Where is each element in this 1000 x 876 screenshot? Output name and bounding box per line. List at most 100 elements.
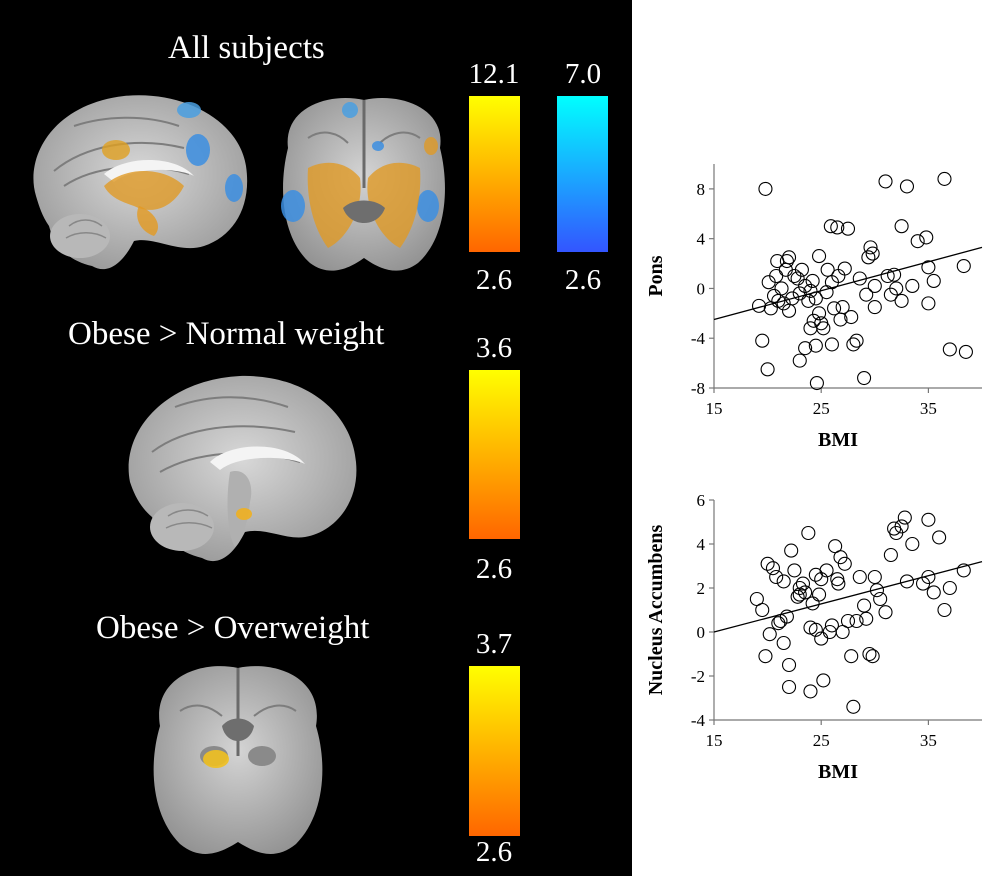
- data-point: [942, 580, 957, 596]
- data-point: [751, 298, 767, 313]
- brain-images-panel: All subjects: [0, 0, 632, 876]
- data-point: [762, 627, 777, 642]
- data-point: [781, 250, 797, 265]
- data-point: [910, 234, 925, 249]
- sagittal-brain-obese-vs-normal: [128, 375, 357, 562]
- data-point: [776, 296, 791, 311]
- colorbar-max-label: 12.1: [468, 58, 520, 90]
- data-point: [880, 268, 895, 284]
- data-point: [790, 589, 805, 604]
- data-point: [956, 563, 971, 578]
- data-point: [837, 556, 852, 571]
- all-subjects-title: All subjects: [168, 30, 325, 66]
- data-point: [760, 556, 775, 571]
- data-point: [859, 611, 874, 626]
- data-point: [765, 561, 781, 576]
- data-point: [805, 273, 820, 289]
- data-point: [878, 174, 893, 189]
- data-point: [956, 258, 971, 274]
- data-point: [867, 569, 882, 585]
- data-point: [808, 622, 823, 637]
- colorbar-all-subjects-cool: [557, 96, 608, 252]
- data-point: [921, 512, 936, 527]
- data-point: [781, 657, 797, 673]
- data-point: [766, 288, 782, 303]
- data-point: [905, 536, 920, 552]
- data-point: [794, 262, 809, 277]
- data-point: [894, 519, 909, 534]
- data-point: [819, 563, 834, 578]
- colorbar-all-subjects-warm: [469, 96, 520, 252]
- trend-line: [713, 246, 983, 321]
- x-axis-label: BMI: [818, 761, 858, 783]
- data-point: [849, 613, 864, 629]
- data-point: [803, 684, 818, 699]
- data-point: [926, 273, 941, 289]
- data-point: [824, 618, 839, 633]
- data-point: [812, 249, 827, 264]
- data-point: [921, 260, 936, 275]
- scatter-plot-pons: -8 -4 0 4 8 15 25 35 BMI Pons: [645, 164, 983, 451]
- data-point: [844, 649, 859, 664]
- data-point: [932, 530, 947, 545]
- data-point: [889, 281, 904, 296]
- data-point: [894, 219, 909, 234]
- data-point: [849, 333, 864, 348]
- colorbar-max-label: 3.6: [475, 332, 513, 364]
- data-point: [921, 296, 936, 311]
- colorbar-min-label: 2.6: [475, 264, 513, 296]
- data-point: [808, 291, 823, 306]
- data-point: [787, 563, 802, 578]
- data-point: [792, 353, 807, 368]
- data-point: [958, 344, 973, 359]
- data-point: [824, 337, 839, 352]
- data-point: [878, 605, 893, 620]
- y-tick-label: -8: [691, 379, 705, 398]
- data-point: [862, 646, 877, 662]
- y-tick-label: 4: [697, 230, 706, 249]
- data-point: [781, 679, 797, 695]
- data-point: [801, 293, 816, 308]
- data-point: [867, 278, 882, 294]
- obese-vs-normal-title: Obese > Normal weight: [68, 316, 385, 352]
- data-point: [795, 576, 811, 591]
- data-point: [812, 587, 827, 602]
- data-point: [859, 287, 874, 302]
- data-point: [852, 271, 867, 286]
- data-point: [801, 525, 816, 541]
- data-point: [905, 278, 920, 294]
- sagittal-brain-all-subjects: [33, 95, 248, 270]
- y-axis-label: Nucleus Accumbens: [645, 525, 667, 696]
- data-point: [792, 286, 807, 301]
- data-point: [779, 254, 794, 269]
- data-point: [819, 285, 834, 300]
- data-point: [897, 510, 912, 525]
- obese-vs-overweight-title: Obese > Overweight: [96, 610, 370, 646]
- data-point: [865, 246, 880, 261]
- data-point: [820, 262, 835, 277]
- data-point: [755, 602, 770, 618]
- scatter-plot-nucleus-accumbens: -4 -2 0 2 4 6 15 25 35 BMI Nucleus Accumbens: [645, 491, 983, 783]
- data-point: [779, 609, 794, 624]
- coronal-brain-all-subjects: [281, 98, 445, 271]
- data-point: [831, 576, 846, 591]
- scatter-plots-panel: -8 -4 0 4 8 15 25 35 BMI Pons -4 -2 0 2 4 6 15 25 35 BMI Nu…: [632, 0, 1000, 876]
- data-point: [798, 278, 813, 294]
- coronal-brain-obese-vs-overweight: [153, 666, 323, 854]
- data-point: [921, 569, 936, 585]
- data-point: [861, 250, 876, 265]
- data-point: [769, 569, 784, 585]
- data-point: [857, 370, 872, 386]
- data-point: [857, 598, 872, 613]
- data-point: [865, 649, 880, 664]
- data-point: [790, 271, 805, 286]
- data-point: [755, 333, 770, 348]
- data-point: [926, 585, 941, 600]
- data-point: [760, 362, 775, 377]
- data-point: [774, 281, 789, 296]
- colorbar-min-label: 2.6: [564, 264, 602, 296]
- x-tick-label: 35: [920, 731, 937, 750]
- data-point: [937, 171, 952, 186]
- data-point: [899, 574, 915, 589]
- data-point: [776, 574, 791, 589]
